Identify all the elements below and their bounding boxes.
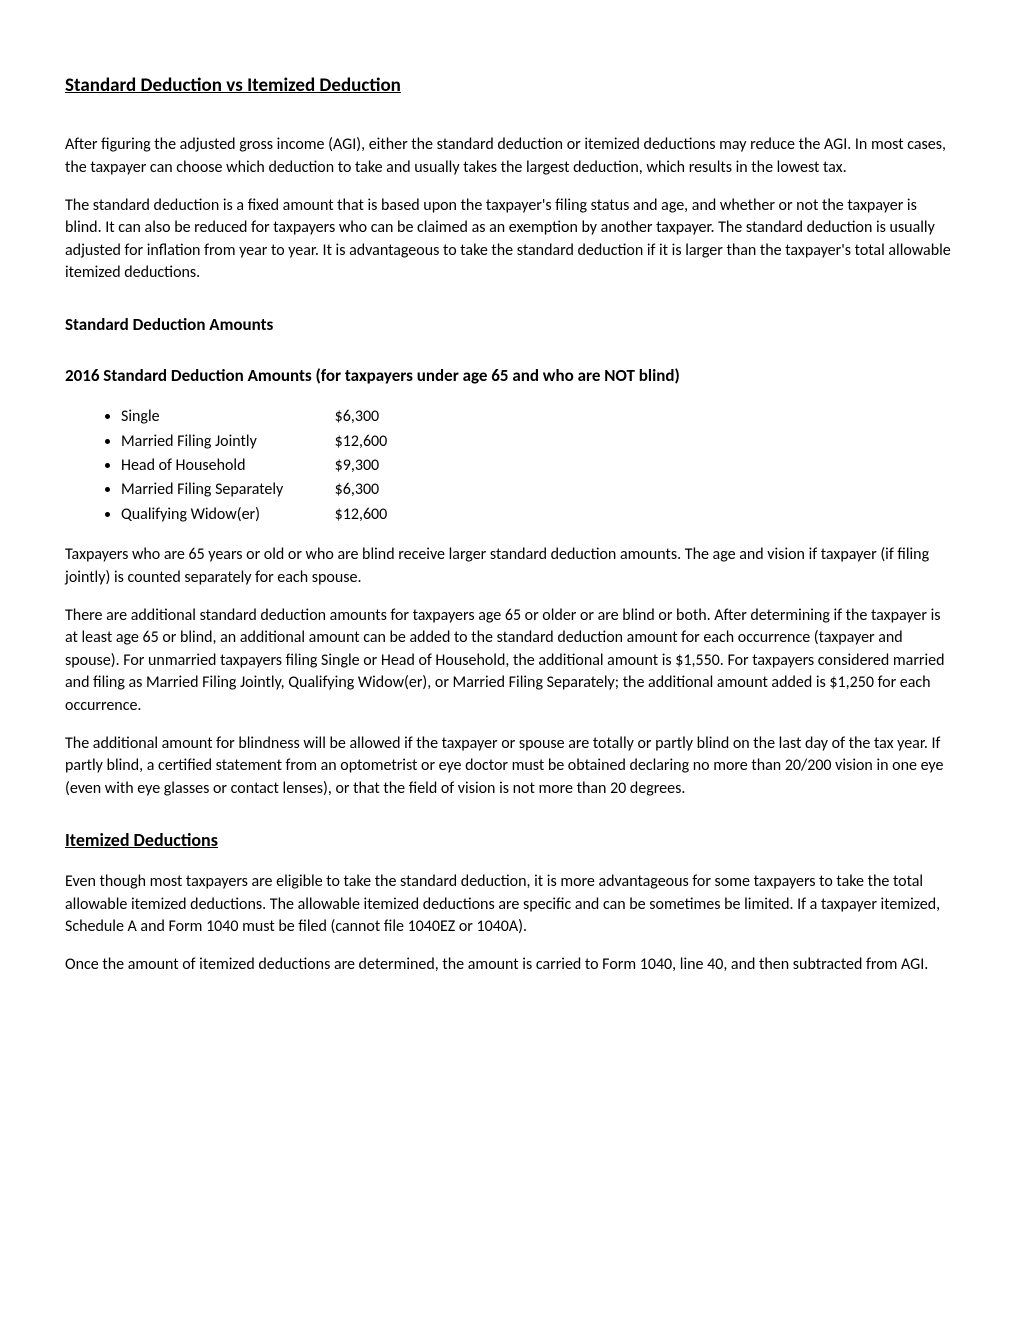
standard-explain-paragraph: The standard deduction is a fixed amount… — [65, 195, 955, 285]
list-item: Single $6,300 — [121, 406, 955, 428]
deduction-amount: $9,300 — [335, 455, 380, 477]
main-title: Standard Deduction vs Itemized Deduction — [65, 73, 955, 100]
blindness-paragraph: The additional amount for blindness will… — [65, 733, 955, 800]
additional-paragraph: There are additional standard deduction … — [65, 605, 955, 717]
amounts-heading: Standard Deduction Amounts — [65, 313, 955, 337]
deduction-label: Married Filing Separately — [121, 479, 331, 501]
intro-paragraph: After figuring the adjusted gross income… — [65, 134, 955, 179]
age65-paragraph: Taxpayers who are 65 years or old or who… — [65, 544, 955, 589]
itemized-heading: Itemized Deductions — [65, 828, 955, 853]
list-item: Married Filing Separately $6,300 — [121, 479, 955, 501]
itemized-form-paragraph: Once the amount of itemized deductions a… — [65, 954, 955, 976]
deduction-amount: $6,300 — [335, 479, 380, 501]
deduction-label: Married Filing Jointly — [121, 431, 331, 453]
itemized-intro-paragraph: Even though most taxpayers are eligible … — [65, 871, 955, 938]
deduction-label: Head of Household — [121, 455, 331, 477]
deduction-amount: $6,300 — [335, 406, 380, 428]
list-item: Head of Household $9,300 — [121, 455, 955, 477]
deduction-amount: $12,600 — [335, 431, 388, 453]
list-item: Married Filing Jointly $12,600 — [121, 431, 955, 453]
deduction-list: Single $6,300 Married Filing Jointly $12… — [65, 406, 955, 526]
deduction-label: Qualifying Widow(er) — [121, 504, 331, 526]
list-item: Qualifying Widow(er) $12,600 — [121, 504, 955, 526]
deduction-amount: $12,600 — [335, 504, 388, 526]
year-heading: 2016 Standard Deduction Amounts (for tax… — [65, 364, 955, 388]
deduction-label: Single — [121, 406, 331, 428]
